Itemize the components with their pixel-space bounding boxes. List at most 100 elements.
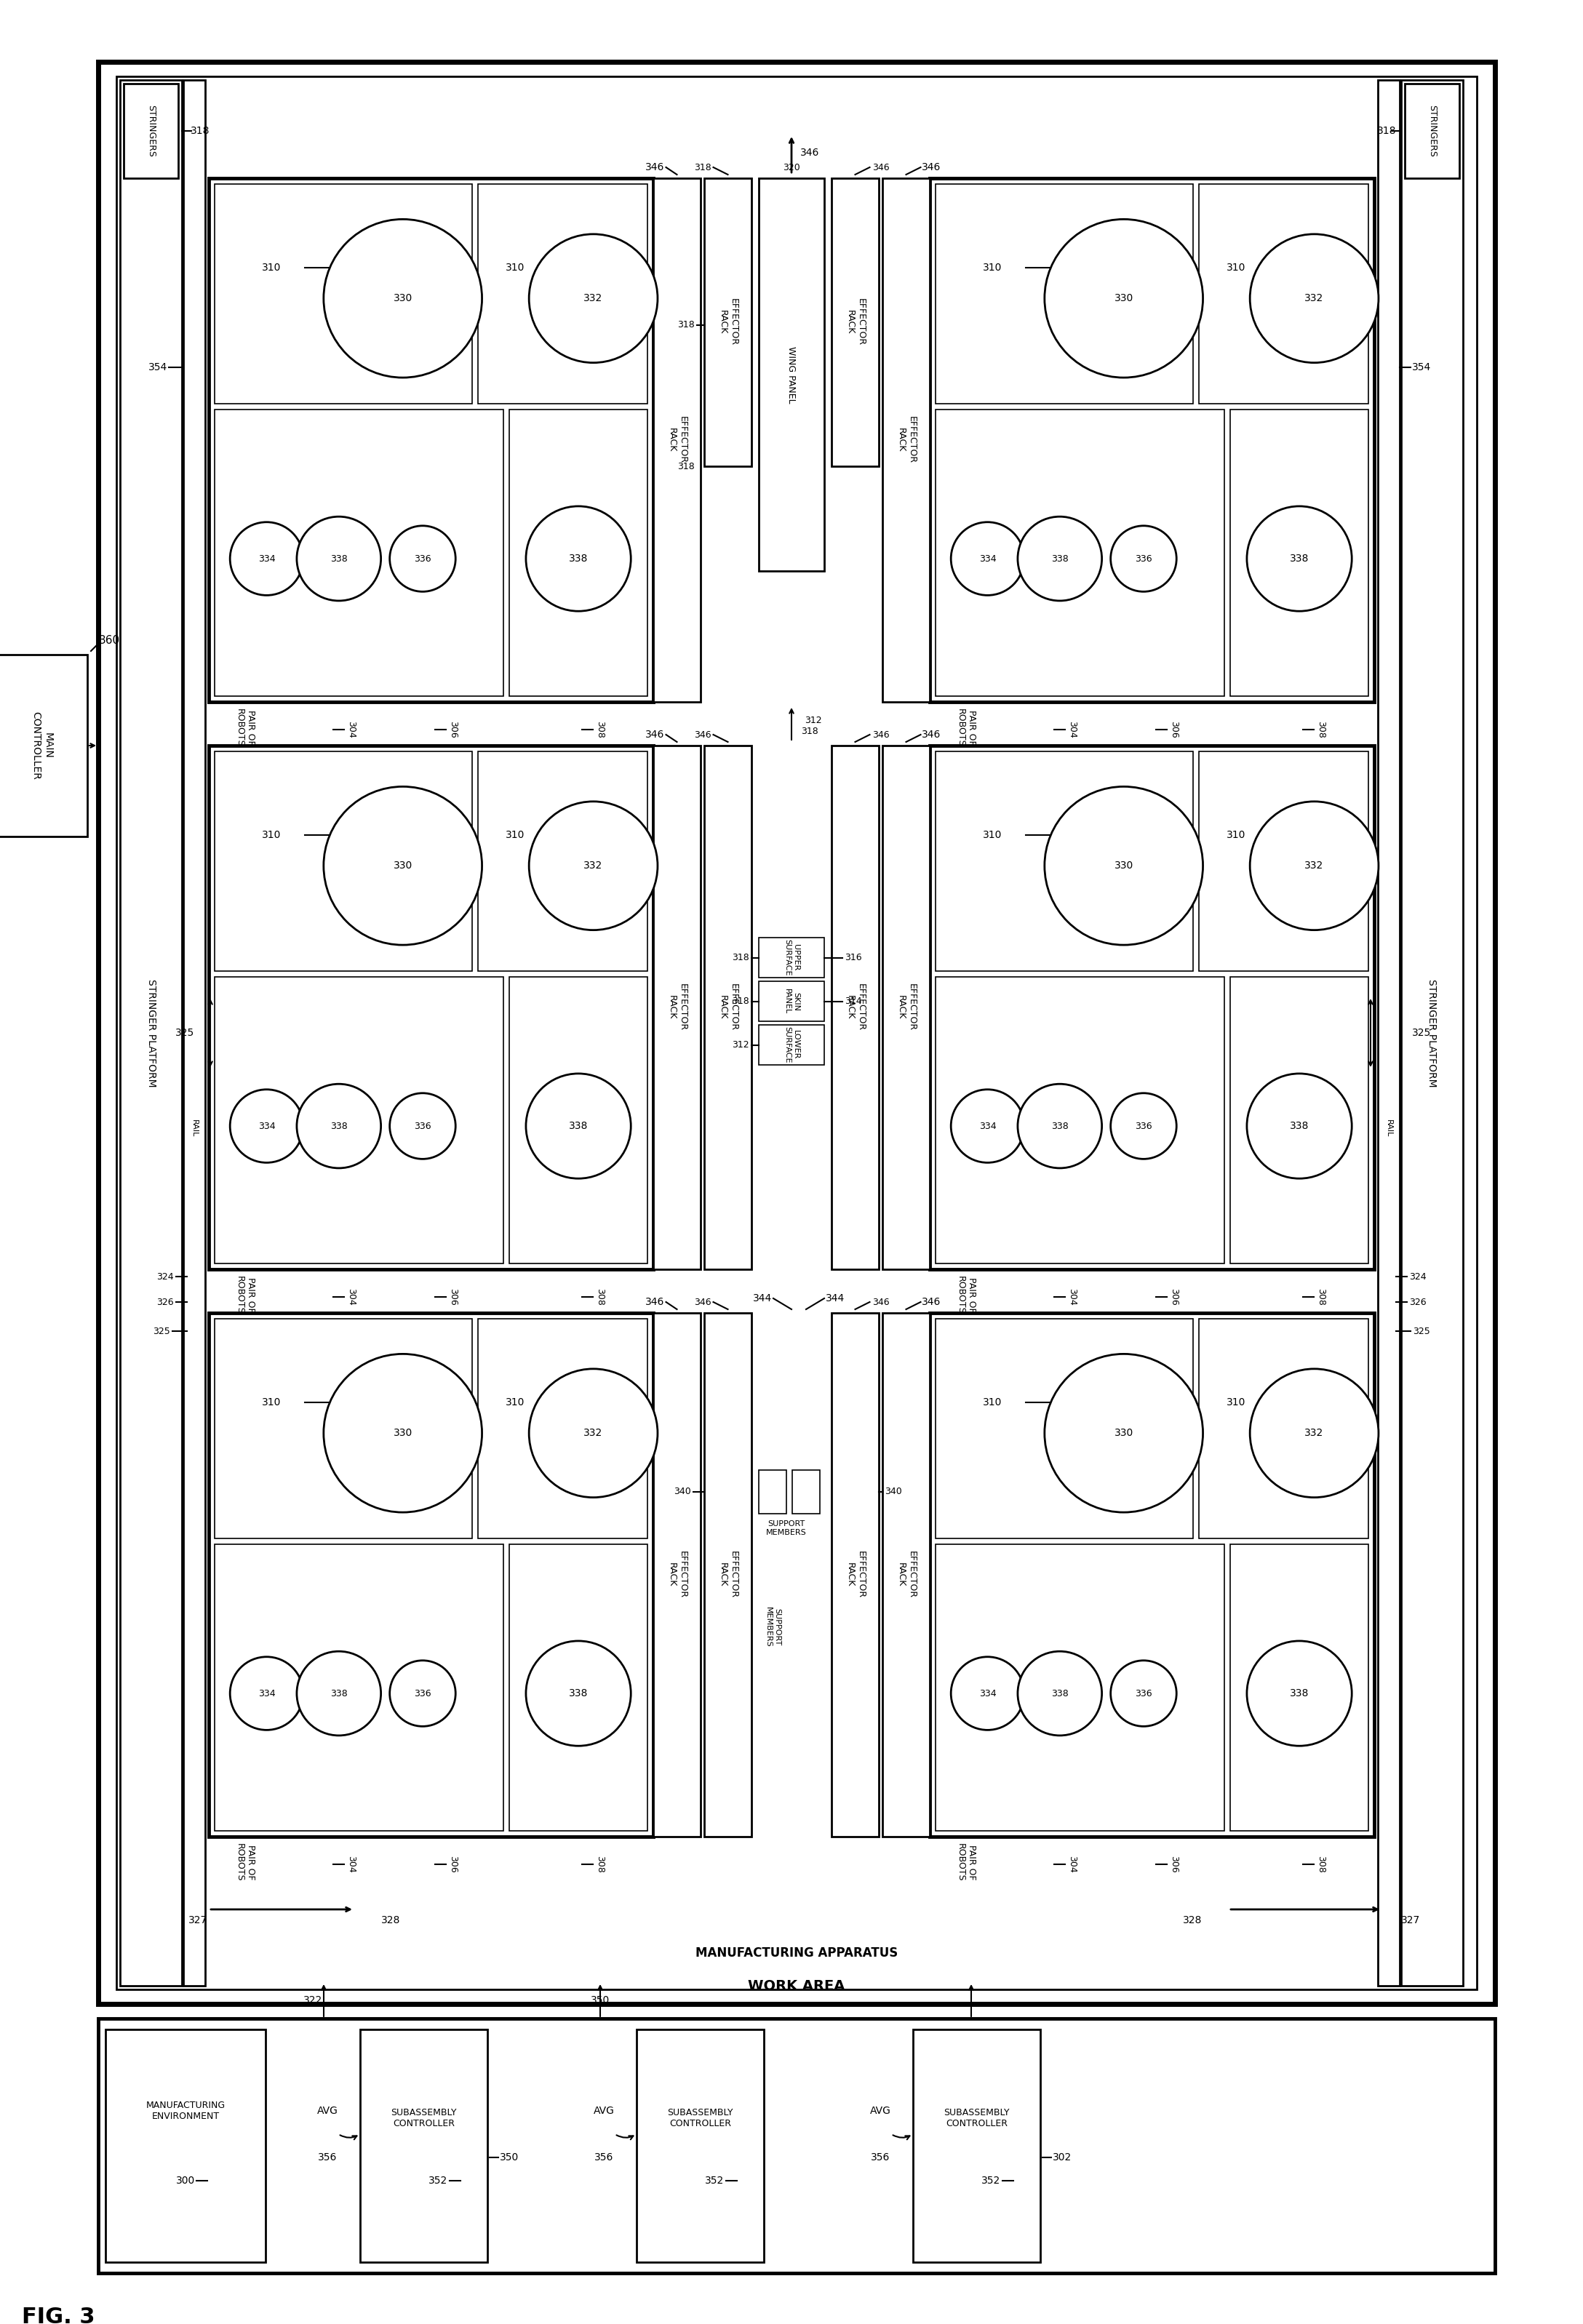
Text: EFFECTOR
RACK: EFFECTOR RACK [717, 297, 738, 346]
Text: 324: 324 [1409, 1271, 1426, 1281]
Text: 310: 310 [507, 1397, 526, 1408]
Text: 338: 338 [331, 1120, 348, 1132]
Bar [758, 179, 825, 572]
Circle shape [1111, 1092, 1176, 1160]
Bar [831, 746, 879, 1269]
Text: STRINGER PLATFORM: STRINGER PLATFORM [1426, 978, 1437, 1088]
Circle shape [951, 1657, 1024, 1729]
Circle shape [526, 1074, 632, 1178]
Text: 330: 330 [393, 1427, 412, 1439]
Text: 346: 346 [646, 1297, 665, 1306]
Text: 327: 327 [188, 1915, 207, 1924]
Bar [1230, 1545, 1368, 1831]
Text: 334: 334 [978, 553, 996, 562]
Bar [209, 746, 654, 1269]
Bar [1200, 184, 1368, 404]
Text: 330: 330 [393, 860, 412, 872]
Text: 310: 310 [261, 263, 280, 272]
Text: SUBASSEMBLY
CONTROLLER: SUBASSEMBLY CONTROLLER [943, 2108, 1010, 2129]
Text: 318: 318 [731, 953, 749, 962]
Bar [510, 976, 647, 1264]
Bar [882, 1313, 929, 1836]
Text: PAIR OF
ROBOTS: PAIR OF ROBOTS [234, 709, 255, 746]
Text: 304: 304 [347, 1855, 356, 1873]
Text: 344: 344 [826, 1292, 845, 1304]
Bar [1230, 409, 1368, 697]
Bar [117, 77, 1477, 1989]
Text: 308: 308 [595, 1855, 605, 1873]
Text: 354: 354 [149, 363, 168, 372]
Bar [359, 2029, 488, 2261]
Text: 334: 334 [258, 553, 275, 562]
Text: 318: 318 [678, 321, 695, 330]
Text: 338: 338 [1290, 1120, 1309, 1132]
Circle shape [1045, 1355, 1203, 1513]
Text: UPPER
SURFACE: UPPER SURFACE [784, 939, 799, 976]
Text: 310: 310 [261, 830, 280, 839]
Circle shape [296, 1652, 382, 1736]
Text: 304: 304 [1067, 720, 1076, 739]
Text: 310: 310 [983, 263, 1002, 272]
Bar [929, 746, 1374, 1269]
Text: 318: 318 [1377, 125, 1396, 137]
Bar [654, 1313, 701, 1836]
Text: 322: 322 [304, 1996, 323, 2006]
Bar [120, 79, 182, 1985]
Text: 332: 332 [584, 1427, 603, 1439]
Text: 350: 350 [500, 2152, 519, 2164]
Circle shape [389, 525, 456, 593]
Bar [636, 2029, 765, 2261]
Bar [936, 1318, 1194, 1538]
Text: 352: 352 [704, 2175, 725, 2187]
Text: 338: 338 [568, 1120, 587, 1132]
Text: 346: 346 [872, 163, 890, 172]
Text: 330: 330 [1114, 293, 1133, 304]
Circle shape [529, 802, 657, 930]
Text: 304: 304 [1067, 1287, 1076, 1306]
Text: 325: 325 [1412, 1027, 1431, 1039]
Text: 325: 325 [1414, 1327, 1429, 1336]
Text: 356: 356 [318, 2152, 337, 2164]
Text: 308: 308 [1315, 720, 1325, 739]
Bar [215, 409, 503, 697]
Text: PAIR OF
ROBOTS: PAIR OF ROBOTS [956, 1276, 977, 1313]
Circle shape [951, 1090, 1024, 1162]
Bar [123, 84, 179, 179]
Circle shape [1018, 1083, 1102, 1169]
Circle shape [230, 523, 304, 595]
Circle shape [323, 786, 481, 946]
Text: 346: 346 [693, 730, 711, 739]
Bar [1404, 84, 1460, 179]
Text: 332: 332 [1304, 293, 1323, 304]
Circle shape [1018, 1652, 1102, 1736]
Text: 325: 325 [154, 1327, 169, 1336]
Text: EFFECTOR
RACK: EFFECTOR RACK [845, 297, 866, 346]
Text: RAIL: RAIL [1385, 1120, 1393, 1136]
Bar [510, 409, 647, 697]
Text: 350: 350 [590, 1996, 609, 2006]
Text: 346: 346 [646, 730, 665, 739]
Text: EFFECTOR
RACK: EFFECTOR RACK [666, 416, 687, 465]
Circle shape [1251, 802, 1379, 930]
Circle shape [1045, 786, 1203, 946]
Text: PAIR OF
ROBOTS: PAIR OF ROBOTS [956, 709, 977, 746]
Circle shape [230, 1090, 304, 1162]
Text: 338: 338 [331, 553, 348, 562]
Text: AVG: AVG [869, 2106, 891, 2115]
Bar [758, 1471, 787, 1513]
Text: 334: 334 [978, 1120, 996, 1132]
Text: PAIR OF
ROBOTS: PAIR OF ROBOTS [234, 1843, 255, 1880]
Bar [215, 1318, 472, 1538]
Circle shape [951, 523, 1024, 595]
Text: 332: 332 [1304, 1427, 1323, 1439]
Text: 332: 332 [584, 293, 603, 304]
Text: 340: 340 [885, 1487, 902, 1497]
Text: 326: 326 [1409, 1297, 1426, 1306]
Text: 316: 316 [845, 953, 861, 962]
Text: 346: 346 [921, 1297, 942, 1306]
Text: 304: 304 [347, 1287, 356, 1306]
Text: 330: 330 [1114, 1427, 1133, 1439]
Text: 310: 310 [1227, 263, 1246, 272]
Text: 338: 338 [1290, 553, 1309, 565]
Text: 336: 336 [415, 1120, 431, 1132]
